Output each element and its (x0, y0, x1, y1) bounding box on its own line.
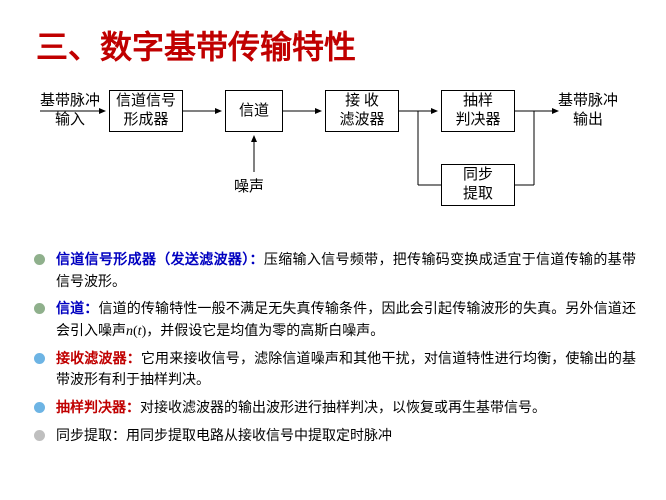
box-shaper: 信道信号形成器 (109, 90, 183, 132)
note-term: 信道： (56, 302, 98, 317)
box-rxfilter: 接 收滤波器 (325, 90, 399, 132)
noise-label: 噪声 (234, 178, 264, 197)
block-diagram: 基带脉冲输入 信道信号形成器 信道 接 收滤波器 抽样判决器 同步提取 噪声 基… (0, 86, 666, 236)
bullet-icon (34, 402, 45, 413)
note-item: 抽样判决器：对接收滤波器的输出波形进行抽样判决，以恢复或再生基带信号。 (38, 398, 636, 420)
note-item: 接收滤波器：它用来接收信号，滤除信道噪声和其他干扰，对信道特性进行均衡，使输出的… (38, 349, 636, 392)
notes-list: 信道信号形成器（发送滤波器）：压缩输入信号频带，把传输码变换成适宜于信道传输的基… (0, 236, 666, 448)
bullet-icon (34, 303, 45, 314)
note-term: 信道信号形成器（发送滤波器）： (56, 253, 264, 268)
note-item: 同步提取：用同步提取电路从接收信号中提取定时脉冲 (38, 426, 636, 448)
box-sampler: 抽样判决器 (441, 90, 515, 132)
bullet-icon (34, 353, 45, 364)
input-label: 基带脉冲输入 (40, 92, 100, 130)
page-title: 三、数字基带传输特性 (0, 0, 666, 68)
bullet-icon (34, 430, 45, 441)
note-term: 抽样判决器： (56, 401, 140, 416)
box-channel: 信道 (225, 90, 283, 132)
note-item: 信道信号形成器（发送滤波器）：压缩输入信号频带，把传输码变换成适宜于信道传输的基… (38, 250, 636, 293)
box-sync: 同步提取 (441, 164, 515, 206)
note-term: 接收滤波器： (56, 352, 141, 367)
output-label: 基带脉冲输出 (558, 92, 618, 130)
note-item: 信道：信道的传输特性一般不满足无失真传输条件，因此会引起传输波形的失真。另外信道… (38, 299, 636, 342)
bullet-icon (34, 254, 45, 265)
